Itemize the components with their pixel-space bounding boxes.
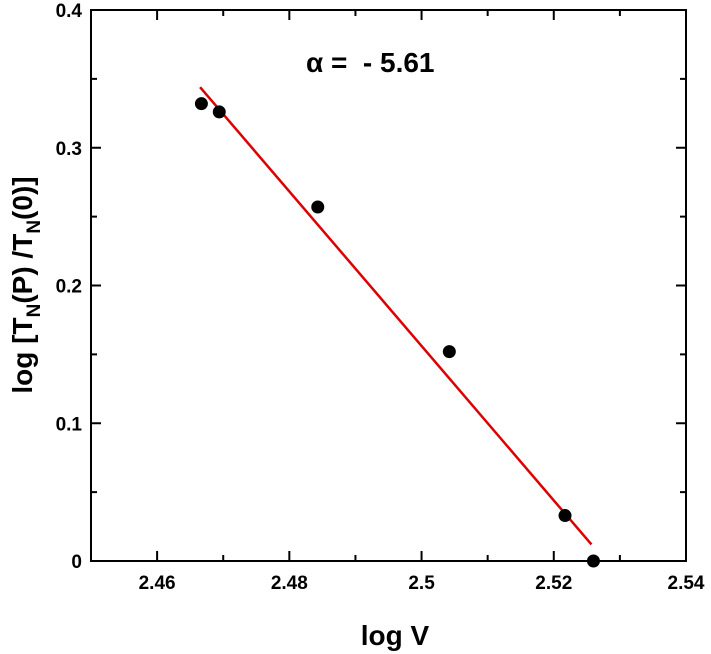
plot-area-frame [90,9,687,562]
x-axis-title: log V [361,620,430,651]
data-point [212,105,226,119]
tick-labels: 2.46 2.48 2.5 2.52 2.54 0 0.1 0.2 0.3 0.4 [56,1,705,594]
fit-line-layer [199,86,593,546]
y-tick-label: 0.3 [56,139,82,160]
y-axis-title-part: (0)] [7,176,38,220]
y-tick-label: 0 [71,552,82,573]
y-axis-title-part: log [T [7,317,38,393]
y-axis-title-part: (P) /T [7,234,38,304]
x-tick-label: 2.46 [139,573,176,594]
alpha-value: = - 5.61 [323,47,434,78]
alpha-annotation: α = - 5.61 [306,47,435,78]
y-tick-label: 0.2 [56,277,82,298]
y-axis-title-subscript: N [24,220,45,234]
alpha-symbol: α [306,47,323,78]
data-point [558,509,572,523]
major-ticks [91,9,687,562]
data-point [311,200,325,214]
points-layer [194,97,600,568]
y-tick-label: 0.1 [56,414,83,435]
y-axis-title: log [TN(P) /TN(0)] [7,176,45,393]
x-tick-label: 2.5 [408,573,435,594]
x-tick-label: 2.52 [535,573,572,594]
fit-line [199,86,593,546]
y-axis-title-subscript: N [24,304,45,318]
x-tick-label: 2.54 [668,573,705,594]
minor-ticks [90,10,686,561]
data-point [442,345,456,359]
data-point [586,554,600,568]
y-tick-label: 0.4 [56,1,83,22]
x-tick-label: 2.48 [271,573,308,594]
data-point [194,97,208,111]
